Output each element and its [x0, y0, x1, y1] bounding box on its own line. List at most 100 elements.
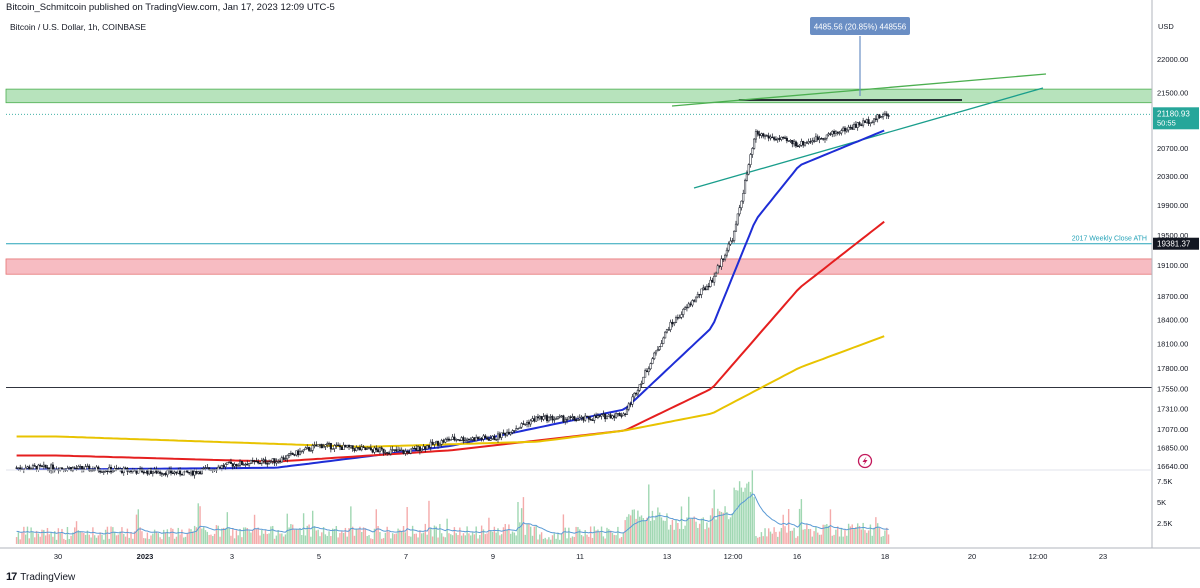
volume-bar: [346, 536, 348, 544]
volume-bar: [350, 506, 352, 544]
candle-body: [395, 449, 398, 452]
volume-bar: [74, 527, 76, 544]
volume-bar: [315, 530, 318, 544]
candle-body: [355, 447, 358, 451]
candle-body: [371, 449, 374, 453]
volume-bar: [751, 470, 754, 544]
time-axis[interactable]: 30 2023 3 5 7 9 11 13 12:00 16 18 20 12:00 23: [54, 552, 1107, 561]
candle-body: [171, 472, 174, 475]
volume-bar: [631, 509, 634, 544]
candle-body: [191, 469, 194, 476]
volume-bar: [337, 537, 339, 544]
candle-body: [829, 133, 832, 135]
volume-bar: [197, 503, 199, 544]
candle-body: [871, 121, 874, 124]
volume-bar: [497, 528, 499, 544]
volume-bar: [266, 534, 268, 544]
candle-body: [442, 440, 445, 443]
candle-body: [275, 461, 278, 464]
volume-bar: [237, 535, 239, 544]
last-price-tag: [1153, 107, 1199, 130]
candle-body: [587, 416, 590, 420]
x-tick-label: 30: [54, 552, 62, 561]
volume-bar: [101, 534, 103, 544]
candle-body: [576, 418, 579, 422]
volume-bar: [584, 530, 586, 544]
measure-callout-text: 4485.56 (20.85%) 448556: [814, 23, 907, 32]
candle-body: [571, 416, 574, 418]
lightning-icon[interactable]: [857, 453, 873, 469]
volume-bar: [124, 536, 127, 544]
candle-body: [843, 127, 847, 132]
volume-bar: [718, 511, 721, 544]
volume-bar: [150, 535, 152, 544]
candle-body: [97, 466, 100, 472]
candle-body: [297, 450, 300, 456]
candle-body: [862, 120, 865, 126]
candle-body: [705, 285, 708, 290]
volume-bar: [560, 534, 563, 544]
candle-body: [660, 343, 663, 348]
volume-bar: [473, 534, 476, 544]
volume-bar: [295, 529, 298, 544]
volume-bar: [833, 534, 835, 544]
volume-bar: [493, 526, 496, 544]
candle-body: [823, 137, 827, 140]
volume-bar: [433, 525, 436, 544]
candle-body: [291, 452, 294, 455]
candle-body: [471, 437, 474, 440]
candle-body: [111, 470, 114, 473]
candle-body: [73, 467, 76, 469]
wedge-upper-trendline[interactable]: [671, 73, 1047, 107]
candle-body: [542, 416, 545, 420]
volume-bar: [121, 527, 123, 544]
candle-body: [282, 457, 285, 460]
candle-body: [645, 370, 649, 373]
volume-bar: [548, 537, 550, 544]
volume-bar: [210, 534, 212, 544]
volume-bar: [611, 533, 614, 544]
candle-body: [59, 467, 62, 471]
volume-bar: [224, 528, 227, 544]
volume-bar: [183, 537, 185, 544]
volume-bar: [401, 530, 403, 544]
candle-body: [785, 137, 788, 141]
volume-bar: [72, 532, 74, 544]
tradingview-brand[interactable]: 17 TradingView: [6, 571, 75, 583]
volume-bar: [686, 517, 688, 544]
volume-bar: [64, 539, 67, 544]
candle-body: [24, 467, 27, 470]
ema-yellow-line: [16, 335, 885, 448]
price-chart[interactable]: 2017 Weekly Close ATH 4485.56 (20.85%) 4…: [0, 0, 1200, 566]
volume-bar: [321, 532, 323, 544]
volume-bar: [849, 526, 852, 544]
candle-body: [649, 363, 652, 370]
volume-bar: [568, 527, 570, 544]
candle-body: [139, 468, 142, 470]
candle-body: [740, 200, 743, 208]
volume-bar: [417, 537, 419, 544]
candle-body: [159, 471, 162, 474]
candle-body: [654, 350, 658, 354]
candle-body: [644, 370, 647, 378]
candle-body: [635, 393, 638, 395]
candle-body: [438, 444, 441, 446]
volume-bar: [284, 534, 287, 544]
volume-bar: [769, 531, 772, 544]
candle-body: [335, 444, 338, 447]
candle-body: [560, 415, 563, 417]
volume-bar: [242, 527, 245, 544]
candle-body: [77, 466, 80, 469]
candle-body: [260, 460, 263, 464]
candle-body: [778, 138, 781, 140]
candle-body: [809, 141, 812, 143]
volume-bar: [32, 531, 34, 544]
candle-body: [673, 322, 676, 325]
volume-bar: [638, 516, 641, 544]
candle-body: [876, 114, 879, 120]
volume-bar: [609, 530, 612, 544]
volume-bar: [277, 530, 279, 544]
candle-body: [327, 442, 331, 445]
volume-bar: [864, 530, 866, 544]
